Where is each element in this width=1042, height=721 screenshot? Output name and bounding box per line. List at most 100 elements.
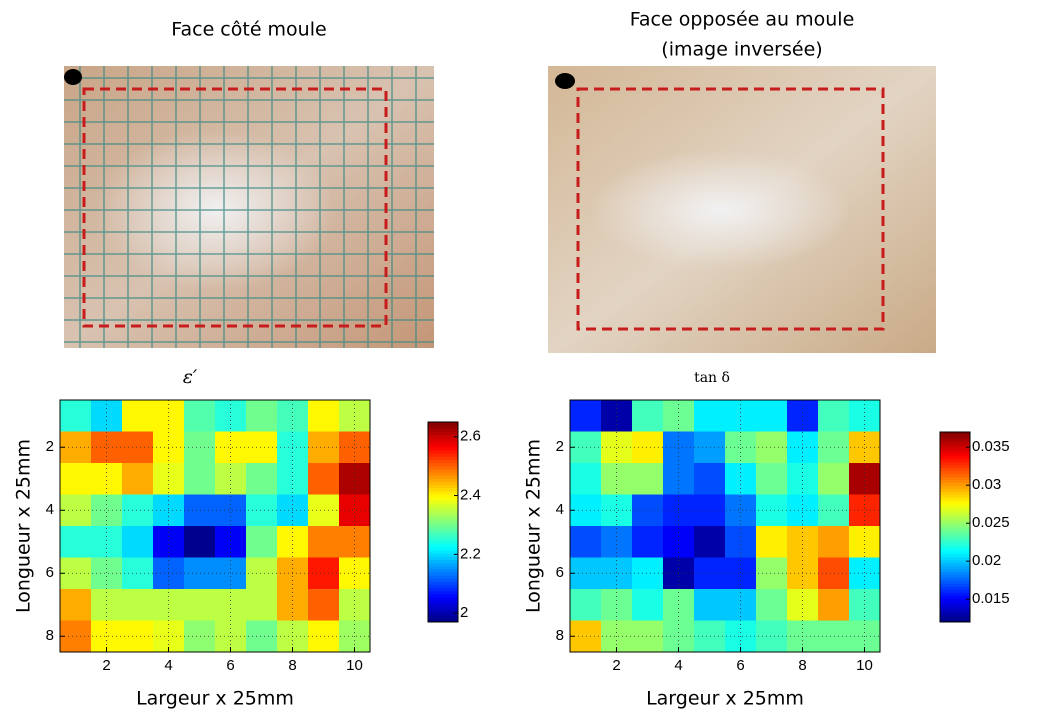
- heatmap-cell: [694, 557, 725, 589]
- colorbar-frame: [939, 431, 971, 623]
- heatmap-cell: [694, 494, 725, 526]
- heatmap-cell: [756, 494, 787, 526]
- heatmap-cell: [60, 620, 91, 652]
- heatmap-cell: [632, 494, 663, 526]
- heatmap-cell: [756, 557, 787, 589]
- heatmap-cell: [308, 589, 339, 621]
- heatmap-cell: [122, 431, 153, 463]
- colorbar-tick-label: 2.2: [460, 545, 481, 562]
- heatmap-cell: [246, 589, 277, 621]
- heatmap-cell: [632, 400, 663, 432]
- colorbar-tick-label: 0.03: [972, 476, 1001, 493]
- heatmap-cell: [787, 463, 818, 495]
- colorbar-tick-label: 2: [460, 604, 468, 621]
- heatmap-cell: [818, 463, 849, 495]
- heatmap-cell: [849, 400, 880, 432]
- colorbar-tick-label: 0.015: [972, 590, 1010, 607]
- heatmap-cell: [60, 400, 91, 432]
- heatmap-cell: [184, 620, 215, 652]
- colorbar-tick-label: 0.025: [972, 514, 1010, 531]
- x-tick-label: 8: [798, 657, 806, 674]
- heatmap-cell: [818, 557, 849, 589]
- heatmap-cell: [694, 589, 725, 621]
- heatmap-cell: [756, 463, 787, 495]
- heatmap-cell: [570, 400, 601, 432]
- colorbar-tick-label: 0.02: [972, 552, 1001, 569]
- heatmap-cell: [663, 400, 694, 432]
- heatmap-cell: [277, 463, 308, 495]
- y-tick-label: 6: [46, 564, 54, 581]
- heatmap-cell: [694, 620, 725, 652]
- x-axis-label: Largeur x 25mm: [646, 688, 804, 710]
- x-tick-label: 2: [102, 657, 110, 674]
- heatmap-cell: [570, 431, 601, 463]
- heatmap-cell: [570, 620, 601, 652]
- heatmap-cell: [756, 589, 787, 621]
- x-tick-label: 4: [164, 657, 172, 674]
- photo-opposite-side: [548, 66, 936, 353]
- heatmap-cell: [756, 620, 787, 652]
- heatmap-cell: [122, 557, 153, 589]
- x-tick-label: 10: [856, 657, 873, 674]
- heatmap-cell: [215, 400, 246, 432]
- heatmap-cell: [215, 463, 246, 495]
- heatmap-cell: [632, 431, 663, 463]
- heatmap-cell: [91, 494, 122, 526]
- heatmap-cell: [60, 589, 91, 621]
- heatmap-cell: [308, 494, 339, 526]
- heatmap-cell: [60, 557, 91, 589]
- heatmap-cell: [277, 400, 308, 432]
- colorbar-tick-label: 2.6: [460, 428, 481, 445]
- heatmap-cell: [601, 463, 632, 495]
- heatmap-cell: [339, 494, 370, 526]
- heatmap-cell: [694, 463, 725, 495]
- x-tick-label: 2: [612, 657, 620, 674]
- heatmap-cell: [756, 400, 787, 432]
- y-axis-label: Longueur x 25mm: [13, 439, 35, 613]
- heatmap-cell: [339, 463, 370, 495]
- heatmap-cell: [308, 557, 339, 589]
- y-tick-label: 4: [46, 501, 54, 518]
- photo-caption: Face côté moule: [171, 19, 326, 41]
- colorbar-frame: [427, 421, 459, 623]
- heatmap-cell: [632, 463, 663, 495]
- heatmap-cell: [694, 400, 725, 432]
- heatmap-cell: [184, 431, 215, 463]
- plot-frame: [59, 399, 371, 653]
- y-tick-label: 4: [556, 501, 564, 518]
- chart-title: ε′: [183, 366, 198, 388]
- x-tick-label: 8: [288, 657, 296, 674]
- heatmap-cell: [153, 400, 184, 432]
- colorbar-tick-label: 2.4: [460, 486, 481, 503]
- y-tick-label: 8: [556, 627, 564, 644]
- heatmap-cell: [787, 400, 818, 432]
- heatmap-cell: [632, 620, 663, 652]
- chart-title: tan δ: [694, 370, 730, 386]
- x-tick-label: 10: [346, 657, 363, 674]
- heatmap-cell: [663, 463, 694, 495]
- heatmap-cell: [246, 431, 277, 463]
- y-tick-label: 6: [556, 564, 564, 581]
- heatmap-cell: [818, 431, 849, 463]
- heatmap-cell: [570, 463, 601, 495]
- heatmap-cell: [570, 526, 601, 558]
- heatmap-cell: [818, 494, 849, 526]
- heatmap-cell: [122, 494, 153, 526]
- heatmap-cell: [246, 557, 277, 589]
- heatmap-cell: [246, 463, 277, 495]
- y-tick-label: 2: [556, 438, 564, 455]
- heatmap-cell: [632, 557, 663, 589]
- photo-caption: (image inversée): [661, 39, 822, 61]
- heatmap-cell: [122, 463, 153, 495]
- heatmap-cell: [308, 526, 339, 558]
- heatmap-cell: [246, 620, 277, 652]
- heatmap-cell: [570, 494, 601, 526]
- heatmap-cell: [725, 494, 756, 526]
- heatmap-cell: [756, 526, 787, 558]
- plot-frame: [569, 399, 881, 653]
- heatmap-cell: [60, 463, 91, 495]
- heatmap-cell: [122, 526, 153, 558]
- heatmap-cell: [246, 526, 277, 558]
- heatmap-cell: [632, 526, 663, 558]
